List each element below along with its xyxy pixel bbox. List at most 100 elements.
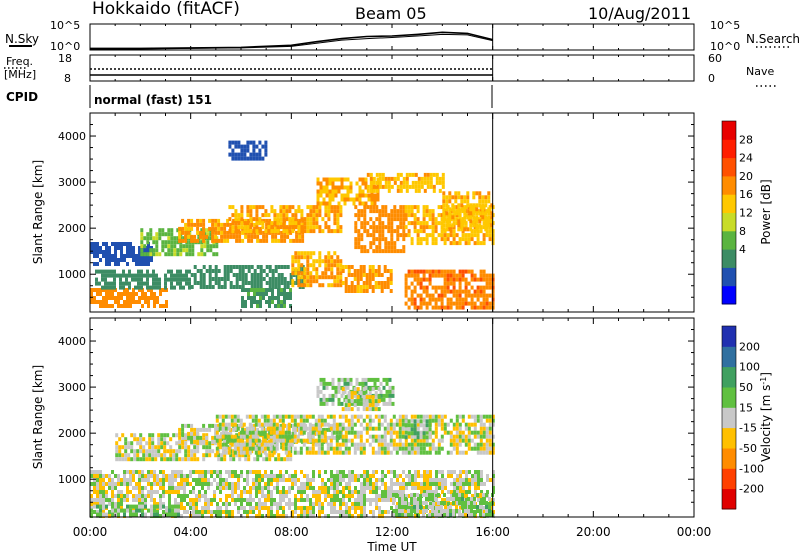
heatmap-cell [187,230,191,235]
heatmap-cell [262,238,266,243]
heatmap-cell [303,486,306,490]
heatmap-cell [318,255,322,260]
heatmap-cell [290,438,294,443]
heatmap-cell [202,222,206,227]
heatmap-cell [357,478,360,482]
heatmap-cell [129,250,132,254]
heatmap-cell [324,514,327,518]
heatmap-cell [228,140,232,145]
heatmap-cell [346,377,350,382]
heatmap-cell [410,205,414,210]
heatmap-cell [492,490,495,494]
heatmap-cell [470,513,473,517]
heatmap-cell [485,450,489,455]
heatmap-cell [331,181,335,186]
heatmap-cell [138,288,141,292]
nsky-label: N.Sky [5,32,39,46]
heatmap-cell [323,450,327,455]
heatmap-cell [458,301,462,306]
heatmap-cell [241,453,245,458]
heatmap-cell [455,241,459,246]
heatmap-cell [369,217,373,222]
heatmap-cell [414,486,417,490]
heatmap-cell [388,401,392,406]
heatmap-cell [362,285,366,289]
heatmap-cell [359,430,363,435]
heatmap-cell [387,494,390,498]
heatmap-cell [211,439,215,444]
heatmap-cell [488,509,491,513]
heatmap-cell [282,209,286,214]
heatmap-cell [474,486,477,490]
heatmap-cell [303,474,306,478]
heatmap-cell [366,474,369,478]
heatmap-cell [306,474,309,478]
heatmap-cell [195,482,198,486]
heatmap-cell [453,490,456,494]
heatmap-cell [375,237,379,242]
heatmap-cell [336,209,340,214]
heatmap-cell [464,281,468,286]
heatmap-cell [377,450,381,455]
heatmap-cell [301,269,305,273]
heatmap-cell [264,209,268,214]
heatmap-cell [283,296,286,300]
heatmap-cell [377,422,381,427]
heatmap-cell [344,403,348,408]
heatmap-cell [238,457,242,462]
heatmap-cell [425,427,429,432]
heatmap-cell [268,218,272,223]
heatmap-cell [340,393,344,398]
heatmap-cell [341,265,345,269]
heatmap-cell [467,281,471,286]
heatmap-cell [108,474,111,478]
heatmap-cell [380,446,384,451]
heatmap-cell [358,201,362,206]
heatmap-cell [120,494,123,498]
heatmap-cell [452,501,455,505]
heatmap-cell [471,494,474,498]
heatmap-cell [326,446,330,451]
heatmap-cell [465,498,468,502]
heatmap-cell [111,490,114,494]
heatmap-cell [250,435,254,440]
heatmap-cell [144,478,147,482]
heatmap-cell [346,185,350,190]
heatmap-cell [399,205,403,210]
heatmap-cell [399,233,403,238]
heatmap-cell [428,277,432,282]
heatmap-cell [108,486,111,490]
heatmap-cell [255,514,258,518]
heatmap-cell [99,258,102,262]
heatmap-cell [254,434,258,439]
heatmap-cell [328,193,332,198]
heatmap-cell [260,446,264,451]
heatmap-cell [404,225,408,230]
heatmap-cell [438,510,441,514]
heatmap-cell [363,205,367,210]
heatmap-cell [297,490,300,494]
heatmap-cell [220,230,224,235]
heatmap-cell [124,453,128,458]
heatmap-cell [408,482,411,486]
heatmap-cell [212,244,216,249]
heatmap-cell [425,430,429,435]
heatmap-cell [183,506,186,510]
heatmap-cell [402,237,406,242]
heatmap-cell [207,498,210,502]
heatmap-cell [265,234,269,239]
heatmap-cell [211,238,215,243]
heatmap-cell [164,244,168,249]
heatmap-cell [206,228,210,233]
heatmap-cell [466,203,470,208]
heatmap-cell [170,244,174,249]
heatmap-cell [332,450,336,455]
heatmap-cell [219,470,222,474]
heatmap-cell [339,490,342,494]
heatmap-cell [402,470,405,474]
heatmap-cell [280,445,284,450]
heatmap-cell [476,505,479,509]
heatmap-cell [99,300,102,304]
heatmap-cell [254,418,258,423]
heatmap-cell [259,277,263,281]
